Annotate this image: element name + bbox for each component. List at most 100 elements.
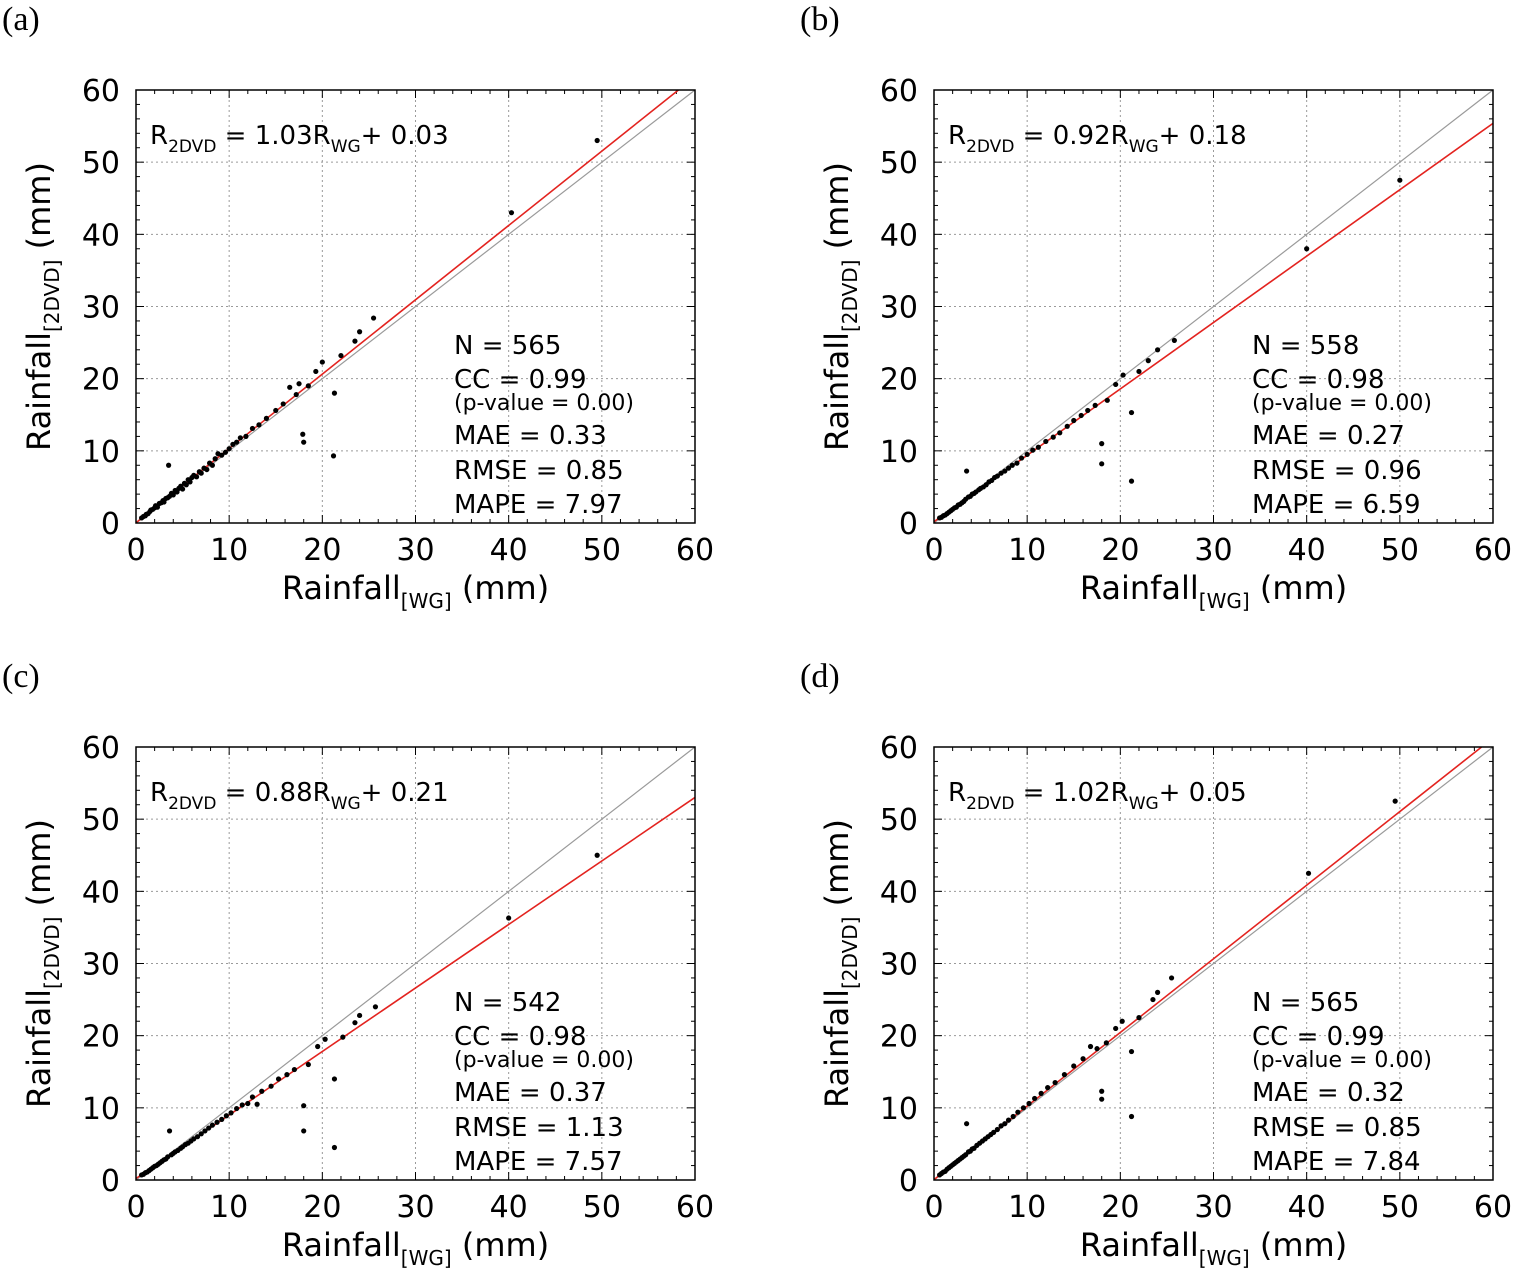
data-point bbox=[249, 425, 256, 432]
data-point bbox=[284, 1072, 290, 1078]
data-point bbox=[594, 137, 600, 144]
data-point bbox=[964, 1121, 970, 1127]
data-point bbox=[330, 453, 337, 459]
x-tick-label: 30 bbox=[396, 533, 434, 568]
x-tick-label: 10 bbox=[1008, 1190, 1046, 1225]
data-point bbox=[1005, 1117, 1012, 1123]
data-point bbox=[291, 1066, 297, 1073]
one-to-one-line bbox=[135, 746, 696, 1181]
y-tick-label: 50 bbox=[82, 803, 120, 838]
data-point bbox=[187, 479, 193, 485]
data-point bbox=[1128, 409, 1135, 416]
data-point bbox=[179, 486, 186, 492]
fit-line bbox=[135, 796, 696, 1180]
data-point bbox=[1032, 1095, 1038, 1102]
data-point bbox=[1145, 358, 1151, 364]
one-to-one-line bbox=[933, 746, 1494, 1181]
stat-mae: MAE = 0.32 bbox=[1252, 1078, 1405, 1108]
data-point bbox=[222, 449, 229, 455]
y-tick-label: 40 bbox=[880, 875, 918, 910]
x-axis-label: Rainfall[WG] (mm) bbox=[1080, 569, 1347, 613]
x-tick-label: 20 bbox=[1101, 1190, 1139, 1225]
data-point bbox=[1052, 1079, 1058, 1086]
stat-n: N = 542 bbox=[454, 988, 561, 1018]
x-tick-label: 50 bbox=[583, 1190, 621, 1225]
data-point bbox=[256, 422, 262, 428]
data-point bbox=[994, 473, 1000, 479]
stat-cc: CC = 0.98 bbox=[454, 1022, 587, 1052]
data-point bbox=[1128, 478, 1135, 484]
panel-letter: (a) bbox=[2, 1, 40, 38]
data-point bbox=[198, 1131, 204, 1137]
data-point bbox=[315, 1043, 321, 1050]
data-point bbox=[1119, 1018, 1125, 1024]
x-tick-label: 0 bbox=[126, 1190, 145, 1225]
data-point bbox=[1057, 430, 1063, 436]
x-tick-label: 60 bbox=[676, 533, 714, 568]
data-point bbox=[239, 1102, 245, 1108]
x-tick-label: 20 bbox=[1101, 533, 1139, 568]
stat-mae: MAE = 0.27 bbox=[1252, 421, 1405, 451]
y-tick-label: 50 bbox=[880, 803, 918, 838]
data-point bbox=[301, 1103, 307, 1109]
data-point bbox=[214, 1119, 220, 1125]
data-point bbox=[994, 1126, 1000, 1133]
data-point bbox=[1171, 337, 1177, 344]
panel-letter: (c) bbox=[2, 658, 40, 695]
stat-rmse: RMSE = 0.96 bbox=[1252, 456, 1422, 486]
stat-mape: MAPE = 7.84 bbox=[1252, 1147, 1421, 1177]
data-point bbox=[301, 1128, 307, 1134]
data-point bbox=[204, 466, 210, 473]
y-tick-label: 60 bbox=[880, 74, 918, 109]
y-tick-label: 50 bbox=[82, 146, 120, 181]
data-point bbox=[193, 474, 200, 480]
data-point bbox=[263, 415, 270, 421]
data-point bbox=[352, 338, 358, 344]
x-tick-label: 0 bbox=[126, 533, 145, 568]
data-point bbox=[352, 1020, 358, 1026]
data-point bbox=[1304, 246, 1310, 252]
data-point bbox=[226, 446, 232, 452]
data-point bbox=[1099, 1096, 1105, 1102]
data-point bbox=[1078, 412, 1084, 419]
x-tick-label: 0 bbox=[924, 533, 943, 568]
data-point bbox=[1392, 798, 1398, 804]
x-tick-label: 10 bbox=[1008, 533, 1046, 568]
y-tick-label: 30 bbox=[82, 948, 120, 983]
stat-cc: CC = 0.99 bbox=[454, 365, 587, 395]
data-point bbox=[1071, 417, 1077, 424]
stat-pvalue: (p-value = 0.00) bbox=[1252, 391, 1432, 416]
data-point bbox=[234, 1105, 240, 1112]
x-tick-label: 20 bbox=[303, 1190, 341, 1225]
data-point bbox=[1002, 1121, 1008, 1127]
y-tick-label: 60 bbox=[82, 731, 120, 766]
plot-frame bbox=[135, 746, 696, 1181]
data-point bbox=[1099, 441, 1105, 447]
x-tick-label: 40 bbox=[490, 533, 528, 568]
x-tick-label: 30 bbox=[396, 1190, 434, 1225]
data-point bbox=[370, 315, 377, 321]
data-point bbox=[243, 433, 249, 439]
data-point bbox=[1099, 1088, 1105, 1094]
data-point bbox=[301, 439, 307, 445]
data-point bbox=[305, 1061, 311, 1068]
data-point bbox=[1015, 1109, 1021, 1115]
x-tick-label: 40 bbox=[1288, 1190, 1326, 1225]
data-point bbox=[1092, 402, 1098, 408]
y-axis-label: Rainfall[2DVD] (mm) bbox=[20, 162, 64, 451]
y-tick-label: 40 bbox=[82, 218, 120, 253]
y-tick-label: 50 bbox=[880, 146, 918, 181]
data-point bbox=[166, 462, 172, 468]
x-axis-label: Rainfall[WG] (mm) bbox=[282, 569, 549, 613]
data-point bbox=[296, 381, 302, 387]
chart-panel-4: (d) 0 10 20 30 40 50 60 0 10 20 30 40 50 60 Rainfall[WG… bbox=[800, 658, 1512, 1270]
stat-mae: MAE = 0.33 bbox=[454, 421, 607, 451]
y-tick-label: 40 bbox=[82, 875, 120, 910]
x-tick-label: 30 bbox=[1194, 533, 1232, 568]
x-tick-label: 0 bbox=[924, 1190, 943, 1225]
data-point bbox=[372, 1004, 379, 1010]
x-tick-label: 40 bbox=[490, 1190, 528, 1225]
stat-rmse: RMSE = 1.13 bbox=[454, 1113, 624, 1143]
data-point bbox=[1128, 1048, 1135, 1055]
stat-mape: MAPE = 6.59 bbox=[1252, 490, 1421, 520]
